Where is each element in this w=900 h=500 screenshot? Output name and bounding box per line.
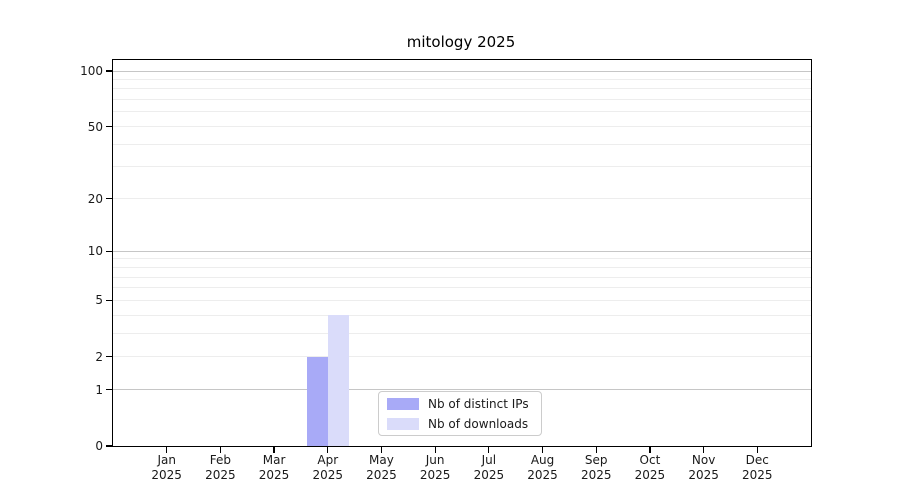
legend: Nb of distinct IPs Nb of downloads <box>378 391 542 436</box>
y-tick-5 <box>106 299 112 301</box>
plot-area: 0 1 2 5 10 20 50 100 Jan 2025 Feb 2025 Mar 2025 Apr 202… <box>80 59 812 482</box>
gridline-minor-y80 <box>113 88 811 90</box>
x-tick-dec <box>756 447 758 453</box>
y-tick-label-10: 10 <box>87 244 103 259</box>
x-tick-label-aug: Aug 2025 <box>527 453 558 482</box>
x-tick-label-apr: Apr 2025 <box>312 453 344 482</box>
y-tick-label-100: 100 <box>80 64 103 78</box>
x-tick-label-may: May 2025 <box>366 453 397 482</box>
y-tick-50 <box>106 125 112 128</box>
x-tick-may <box>380 447 383 453</box>
y-tick-2 <box>106 356 112 358</box>
gridline-major-y100 <box>113 70 811 72</box>
y-tick-0 <box>106 445 112 447</box>
legend-entry-downloads: Nb of downloads <box>387 417 533 431</box>
y-tick-label-20: 20 <box>87 191 103 206</box>
gridline-minor-y4 <box>113 314 811 316</box>
y-tick-10 <box>106 250 112 252</box>
x-tick-oct <box>649 447 651 453</box>
y-tick-label-1: 1 <box>95 382 103 397</box>
x-tick-jan <box>166 447 168 453</box>
x-tick-label-nov: Nov 2025 <box>688 453 719 482</box>
bar-distinct-ips <box>306 356 328 446</box>
gridline-minor-y6 <box>113 287 811 289</box>
gridline-minor-y60 <box>113 111 811 113</box>
y-tick-label-50: 50 <box>87 119 103 134</box>
y-tick-label-2: 2 <box>95 349 103 364</box>
x-tick-jul <box>488 447 490 453</box>
legend-swatch-downloads-icon <box>387 417 419 430</box>
x-tick-label-jun: Jun 2025 <box>419 453 451 482</box>
gridline-major-y1 <box>113 389 811 391</box>
gridline-minor-y3 <box>113 332 811 334</box>
gridline-minor-y5 <box>113 299 811 301</box>
gridline-minor-y30 <box>113 166 811 168</box>
x-tick-label-mar: Mar 2025 <box>258 453 290 482</box>
x-tick-label-oct: Oct 2025 <box>634 453 666 482</box>
y-tick-100 <box>106 70 112 72</box>
x-tick-label-dec: Dec 2025 <box>742 453 773 482</box>
bar-downloads <box>327 315 349 446</box>
gridline-minor-y50 <box>113 126 811 128</box>
gridline-minor-y8 <box>113 266 811 268</box>
x-tick-feb <box>219 447 221 453</box>
gridline-minor-y40 <box>113 143 811 145</box>
chart-title: mitology 2025 <box>406 33 516 51</box>
y-tick-20 <box>106 198 112 200</box>
x-tick-label-sep: Sep 2025 <box>580 453 612 482</box>
gridline-major-y10 <box>113 250 811 252</box>
y-tick-label-5: 5 <box>95 293 103 308</box>
x-tick-jun <box>434 447 436 453</box>
gridline-minor-y7 <box>113 276 811 278</box>
x-tick-aug <box>541 447 544 453</box>
x-tick-label-jul: Jul 2025 <box>473 453 505 482</box>
legend-entry-distinct-ips: Nb of distinct IPs <box>387 397 533 411</box>
legend-label-downloads: Nb of downloads <box>428 416 529 431</box>
legend-swatch-distinct-ips-icon <box>387 397 419 410</box>
x-tick-mar <box>273 447 275 453</box>
legend-label-distinct-ips: Nb of distinct IPs <box>428 396 529 411</box>
gridline-minor-y70 <box>113 99 811 101</box>
y-tick-1 <box>106 389 112 391</box>
gridline-minor-y20 <box>113 198 811 200</box>
x-tick-sep <box>595 447 597 453</box>
gridline-minor-y2 <box>113 356 811 358</box>
gridline-minor-y9 <box>113 258 811 260</box>
y-tick-label-0: 0 <box>95 439 103 453</box>
x-tick-apr <box>327 447 329 453</box>
gridline-minor-y90 <box>113 78 811 80</box>
x-tick-label-feb: Feb 2025 <box>205 453 236 482</box>
x-tick-label-jan: Jan 2025 <box>151 453 182 482</box>
x-tick-nov <box>703 447 705 453</box>
